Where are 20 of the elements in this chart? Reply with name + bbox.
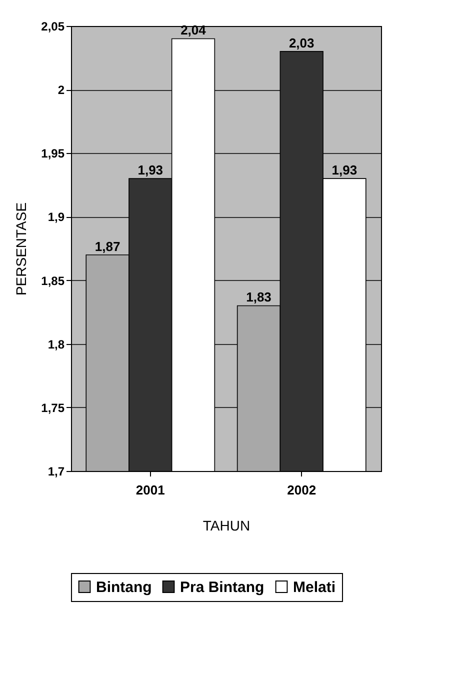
y-tick-label: 1,85 — [41, 274, 65, 288]
y-tick-label: 1,95 — [41, 146, 65, 161]
x-tick-label: 2001 — [136, 482, 165, 498]
data-label: 2,03 — [288, 35, 314, 50]
data-label: 1,93 — [138, 162, 164, 178]
y-tick-label: 1,75 — [41, 400, 65, 415]
y-tick-label: 1,8 — [48, 337, 65, 352]
y-tick-label: 1,7 — [48, 464, 65, 478]
y-tick-label: 2,05 — [41, 20, 65, 34]
x-tick-label: 2002 — [287, 482, 316, 498]
y-tick-label: 1,9 — [48, 210, 65, 224]
y-tick-label: 2 — [58, 83, 65, 98]
y-axis-title: PERSENTASE — [13, 202, 30, 296]
data-label: 1,83 — [246, 290, 272, 305]
legend-label: Melati — [293, 578, 336, 596]
legend-label: Bintang — [96, 578, 152, 596]
x-axis-title: TAHUN — [202, 518, 250, 534]
legend-label: Pra Bintang — [180, 578, 264, 596]
data-label: 1,87 — [94, 238, 120, 254]
data-label: 1,93 — [332, 162, 358, 178]
